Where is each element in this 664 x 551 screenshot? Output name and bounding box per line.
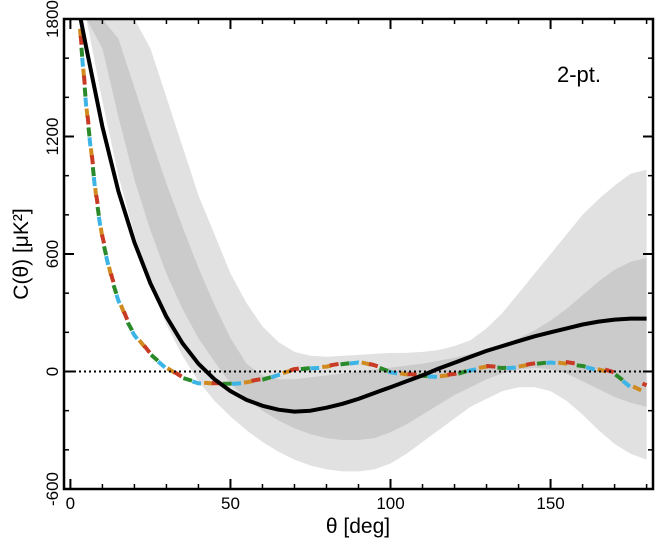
series-annotation: 2-pt. xyxy=(557,62,601,87)
x-tick-label: 100 xyxy=(376,494,404,513)
series-lines xyxy=(78,19,648,414)
y-axis-title: C(θ) [μK²] xyxy=(10,208,33,299)
band-inner xyxy=(70,19,647,440)
y-tick-label: 600 xyxy=(43,240,62,268)
series-line-theory xyxy=(78,19,647,414)
y-tick-label: 0 xyxy=(43,367,62,376)
y-tick-label: 1800 xyxy=(43,0,62,38)
x-tick-label: 150 xyxy=(536,494,564,513)
x-tick-label: 50 xyxy=(221,494,240,513)
x-axis-title: θ [deg] xyxy=(326,515,390,538)
series-line-map-3 xyxy=(78,29,648,397)
x-tick-label: 0 xyxy=(66,494,75,513)
y-tick-label: 1200 xyxy=(43,118,62,156)
confidence-bands xyxy=(70,19,647,472)
series-line-map-2 xyxy=(78,26,648,388)
y-tick-label: -600 xyxy=(43,472,62,506)
